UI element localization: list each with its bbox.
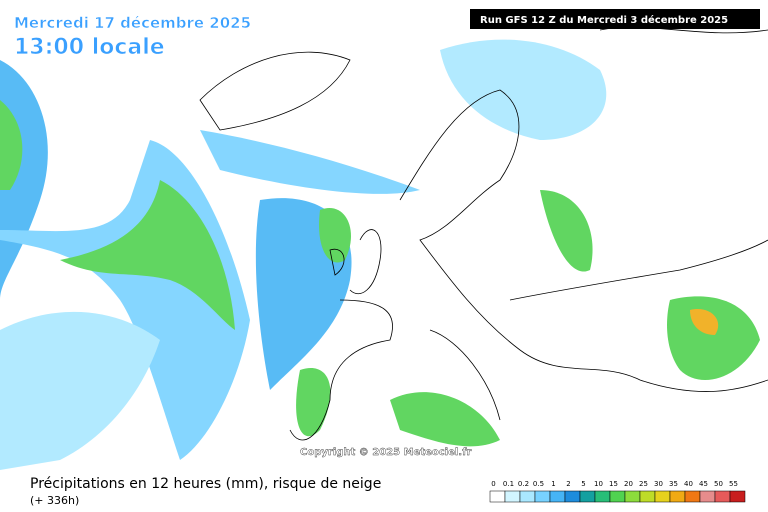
legend-swatch [609,490,626,503]
legend-label: 40 [684,480,693,488]
legend-swatch [669,490,686,503]
legend-label: 15 [609,480,618,488]
legend-label: 55 [729,480,738,488]
legend-swatch [729,490,746,503]
legend-label: 0.5 [533,480,544,488]
legend-swatch [579,490,596,503]
legend-swatch [654,490,671,503]
legend-label: 45 [699,480,708,488]
legend-label: 30 [654,480,663,488]
legend-swatch [504,490,521,503]
legend-swatch [639,490,656,503]
legend-swatch [564,490,581,503]
legend-label: 5 [581,480,585,488]
legend-swatch [624,490,641,503]
legend-label: 1 [551,480,555,488]
legend-swatch [534,490,551,503]
legend-label: 50 [714,480,723,488]
legend-label: 25 [639,480,648,488]
legend-swatch [699,490,716,503]
copyright: Copyright © 2025 Meteociel.fr [300,447,471,458]
legend: 0 0.1 0.2 0.5 1 2 5 10 15 20 25 30 35 40 45 50 55 [489,480,746,503]
forecast-time: 13:00 locale [14,35,165,60]
legend-label: 2 [566,480,570,488]
legend-label: 0 [491,480,495,488]
lead-time: (+ 336h) [30,494,79,507]
legend-swatch [549,490,566,503]
footer-title: Précipitations en 12 heures (mm), risque… [30,476,381,492]
precipitation [0,39,760,470]
forecast-date: Mercredi 17 décembre 2025 [14,14,251,32]
legend-label: 0.2 [518,480,529,488]
legend-swatch [684,490,701,503]
legend-label: 10 [594,480,603,488]
legend-swatch [489,490,506,503]
legend-swatch [594,490,611,503]
legend-label: 35 [669,480,678,488]
legend-swatch [519,490,536,503]
legend-swatch [714,490,731,503]
legend-label: 20 [624,480,633,488]
run-box [470,9,760,29]
legend-label: 0.1 [503,480,514,488]
run-info: Run GFS 12 Z du Mercredi 3 décembre 2025 [480,14,728,26]
